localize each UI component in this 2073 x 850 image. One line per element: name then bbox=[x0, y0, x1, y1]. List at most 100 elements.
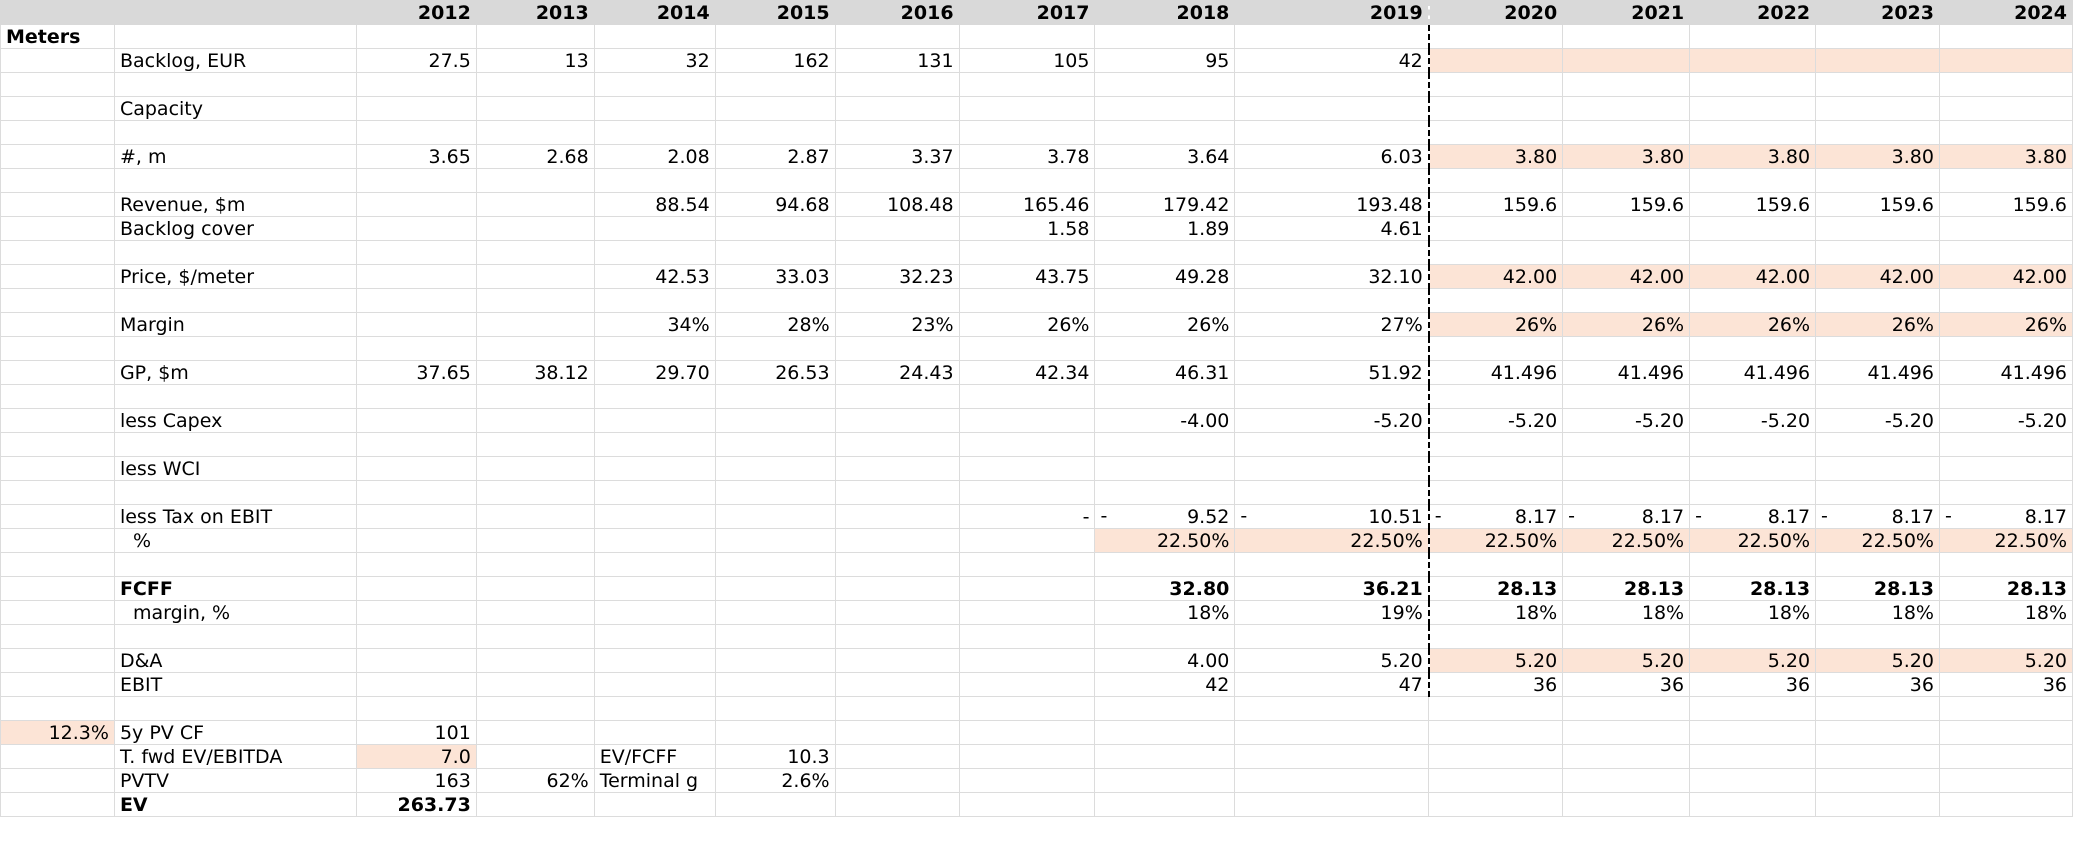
value-cell[interactable]: 27.5 bbox=[355, 48, 477, 73]
row-label-pvtv[interactable]: PVTV bbox=[113, 768, 357, 793]
value-cell[interactable]: 46.31 bbox=[1094, 360, 1236, 385]
value-cell[interactable]: 179.42 bbox=[1094, 192, 1236, 217]
ev-fcff-label[interactable]: EV/FCFF bbox=[593, 744, 716, 769]
input-cell[interactable]: 5.20 bbox=[1689, 648, 1817, 673]
value-cell[interactable]: 2.08 bbox=[593, 144, 716, 169]
input-cell[interactable]: 5.20 bbox=[1428, 648, 1564, 673]
value-cell[interactable]: 47 bbox=[1234, 672, 1430, 697]
ev-value[interactable]: 263.73 bbox=[355, 792, 477, 817]
value-cell[interactable]: 2.68 bbox=[475, 144, 595, 169]
value-cell[interactable]: 28.13 bbox=[1815, 576, 1940, 601]
row-label-ebit[interactable]: EBIT bbox=[113, 672, 357, 697]
value-cell[interactable]: 42 bbox=[1234, 48, 1430, 73]
input-cell[interactable]: 3.80 bbox=[1938, 144, 2073, 169]
value-cell[interactable]: 36 bbox=[1562, 672, 1691, 697]
value-cell[interactable]: - 10.51 bbox=[1234, 504, 1430, 529]
section-title-meters[interactable]: Meters bbox=[0, 24, 115, 49]
value-cell[interactable]: 162 bbox=[714, 48, 836, 73]
value-cell[interactable]: 29.70 bbox=[593, 360, 716, 385]
input-cell[interactable]: 5.20 bbox=[1815, 648, 1940, 673]
value-cell[interactable]: 18% bbox=[1428, 600, 1564, 625]
row-label-capacity[interactable]: Capacity bbox=[113, 96, 357, 121]
input-cell[interactable]: 26% bbox=[1562, 312, 1691, 337]
value-cell[interactable]: 13 bbox=[475, 48, 595, 73]
row-label-price[interactable]: Price, $/meter bbox=[113, 264, 357, 289]
value-cell[interactable]: -4.00 bbox=[1094, 408, 1236, 433]
value-cell[interactable]: 41.496 bbox=[1938, 360, 2073, 385]
value-cell[interactable]: 28.13 bbox=[1689, 576, 1817, 601]
value-cell[interactable]: 6.03 bbox=[1234, 144, 1430, 169]
input-cell[interactable] bbox=[1815, 48, 1940, 73]
input-cell[interactable]: 26% bbox=[1938, 312, 2073, 337]
value-cell[interactable]: 1.58 bbox=[958, 216, 1096, 241]
value-cell[interactable]: 36 bbox=[1689, 672, 1817, 697]
value-cell[interactable]: 42.34 bbox=[958, 360, 1096, 385]
value-cell[interactable]: -5.20 bbox=[1938, 408, 2073, 433]
value-cell[interactable]: -5.20 bbox=[1562, 408, 1691, 433]
value-cell[interactable]: 18% bbox=[1562, 600, 1691, 625]
input-cell[interactable]: 42.00 bbox=[1428, 264, 1564, 289]
value-cell[interactable]: 41.496 bbox=[1689, 360, 1817, 385]
value-cell[interactable]: 36 bbox=[1428, 672, 1564, 697]
value-cell[interactable]: 28% bbox=[714, 312, 836, 337]
year-header-cell[interactable]: 2014 bbox=[593, 0, 716, 25]
value-cell[interactable]: - 8.17 bbox=[1938, 504, 2073, 529]
year-header-cell[interactable]: 2020 bbox=[1428, 0, 1564, 25]
year-header-cell[interactable]: 2013 bbox=[475, 0, 595, 25]
input-cell[interactable]: 26% bbox=[1428, 312, 1564, 337]
value-cell[interactable]: 32.80 bbox=[1094, 576, 1236, 601]
input-cell[interactable]: 42.00 bbox=[1562, 264, 1691, 289]
row-label-fcff[interactable]: FCFF bbox=[113, 576, 357, 601]
row-label-backlog[interactable]: Backlog, EUR bbox=[113, 48, 357, 73]
value-cell[interactable]: 18% bbox=[1815, 600, 1940, 625]
value-cell[interactable]: 28.13 bbox=[1428, 576, 1564, 601]
value-cell[interactable]: - 9.52 bbox=[1094, 504, 1236, 529]
row-label-fcff-margin[interactable]: margin, % bbox=[113, 600, 357, 625]
value-cell[interactable]: 41.496 bbox=[1562, 360, 1691, 385]
value-cell[interactable]: - 8.17 bbox=[1562, 504, 1691, 529]
input-cell[interactable] bbox=[1428, 48, 1564, 73]
input-cell[interactable] bbox=[1938, 48, 2073, 73]
value-cell[interactable]: 24.43 bbox=[834, 360, 960, 385]
value-cell[interactable]: 18% bbox=[1094, 600, 1236, 625]
discount-rate-input[interactable]: 12.3% bbox=[0, 720, 115, 745]
value-cell[interactable]: 42 bbox=[1094, 672, 1236, 697]
value-cell[interactable]: 159.6 bbox=[1689, 192, 1817, 217]
value-cell[interactable]: 49.28 bbox=[1094, 264, 1236, 289]
row-label-revenue[interactable]: Revenue, $m bbox=[113, 192, 357, 217]
row-label-pv-cf[interactable]: 5y PV CF bbox=[113, 720, 357, 745]
value-cell[interactable]: 28.13 bbox=[1562, 576, 1691, 601]
row-label-ev[interactable]: EV bbox=[113, 792, 357, 817]
input-cell[interactable]: 22.50% bbox=[1938, 528, 2073, 553]
row-label-da[interactable]: D&A bbox=[113, 648, 357, 673]
input-cell[interactable]: 42.00 bbox=[1689, 264, 1817, 289]
year-header-cell[interactable]: 2019 bbox=[1234, 0, 1430, 25]
row-label-capex[interactable]: less Capex bbox=[113, 408, 357, 433]
value-cell[interactable]: -5.20 bbox=[1689, 408, 1817, 433]
value-cell[interactable]: 3.78 bbox=[958, 144, 1096, 169]
value-cell[interactable]: 33.03 bbox=[714, 264, 836, 289]
input-cell[interactable]: 22.50% bbox=[1815, 528, 1940, 553]
fwd-multiple-input[interactable]: 7.0 bbox=[355, 744, 477, 769]
value-cell[interactable]: 3.65 bbox=[355, 144, 477, 169]
input-cell[interactable]: 26% bbox=[1689, 312, 1817, 337]
input-cell[interactable]: 3.80 bbox=[1689, 144, 1817, 169]
value-cell[interactable]: 88.54 bbox=[593, 192, 716, 217]
value-cell[interactable]: 159.6 bbox=[1428, 192, 1564, 217]
value-cell[interactable]: 19% bbox=[1234, 600, 1430, 625]
input-cell[interactable]: 3.80 bbox=[1428, 144, 1564, 169]
value-cell[interactable]: 41.496 bbox=[1815, 360, 1940, 385]
row-label-backlog-cover[interactable]: Backlog cover bbox=[113, 216, 357, 241]
value-cell[interactable]: 43.75 bbox=[958, 264, 1096, 289]
value-cell[interactable]: 3.37 bbox=[834, 144, 960, 169]
terminal-g-label[interactable]: Terminal g bbox=[593, 768, 716, 793]
value-cell[interactable]: 32.23 bbox=[834, 264, 960, 289]
value-cell[interactable]: 131 bbox=[834, 48, 960, 73]
value-cell[interactable]: 159.6 bbox=[1938, 192, 2073, 217]
input-cell[interactable]: 26% bbox=[1815, 312, 1940, 337]
value-cell[interactable]: 4.61 bbox=[1234, 216, 1430, 241]
value-cell[interactable]: 18% bbox=[1689, 600, 1817, 625]
row-label-wci[interactable]: less WCI bbox=[113, 456, 357, 481]
value-cell[interactable]: -5.20 bbox=[1234, 408, 1430, 433]
value-cell[interactable]: 51.92 bbox=[1234, 360, 1430, 385]
